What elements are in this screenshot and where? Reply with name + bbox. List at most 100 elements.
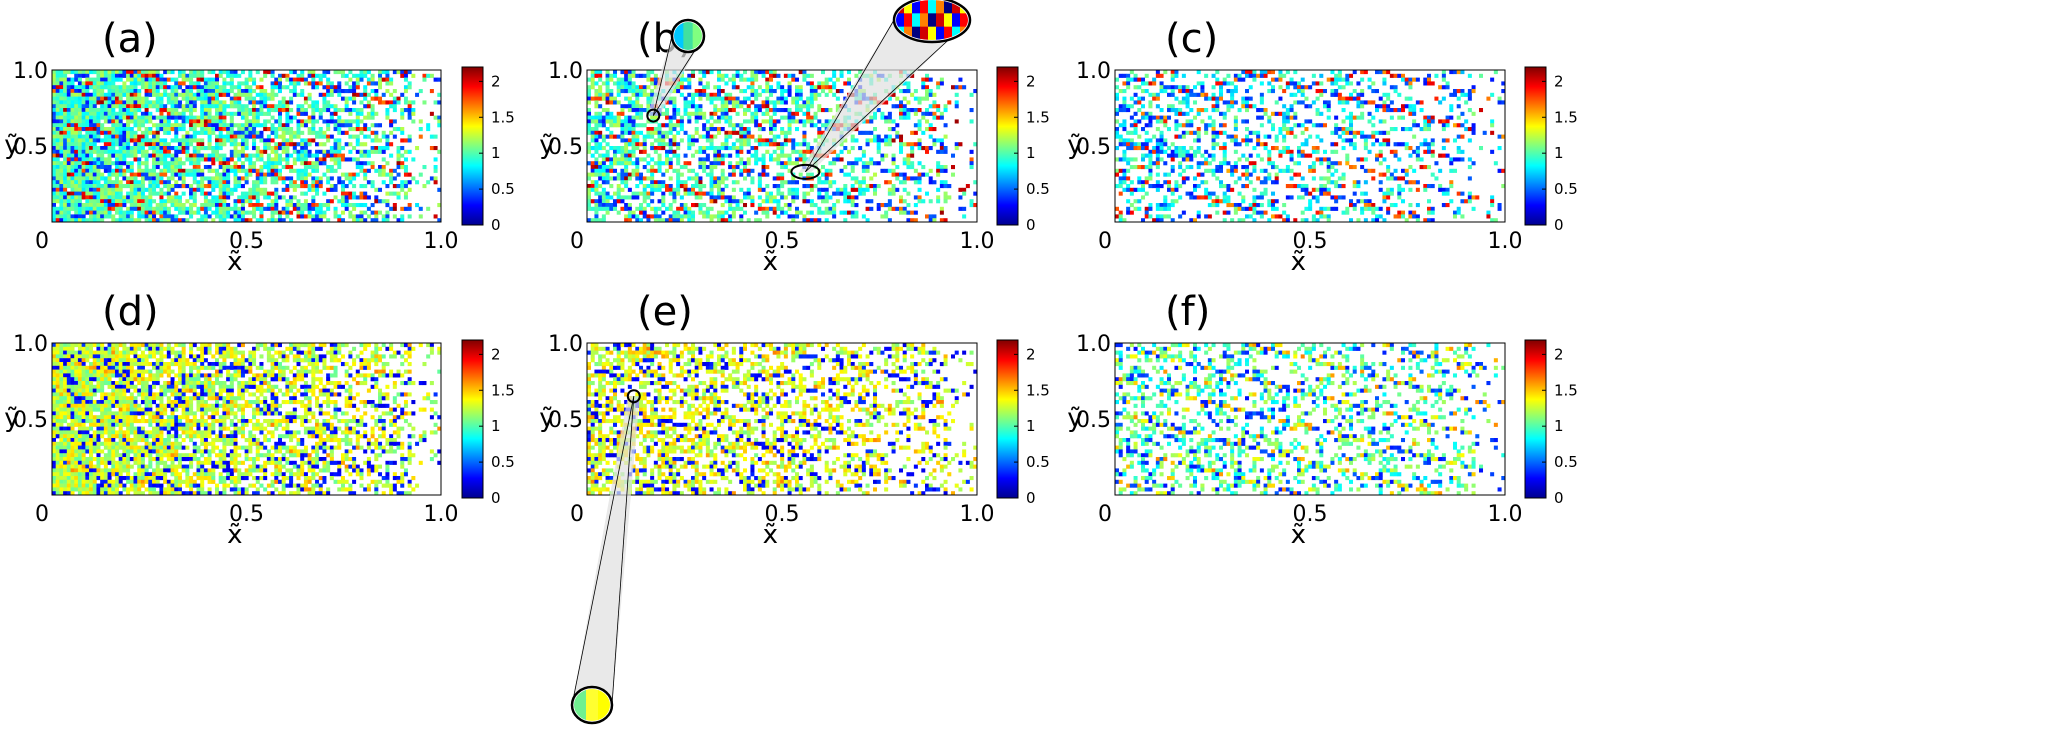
- heatmap-cell: [226, 134, 231, 139]
- heatmap-cell: [259, 180, 264, 185]
- heatmap-cell: [1363, 70, 1368, 75]
- heatmap-cell: [103, 115, 108, 120]
- heatmap-cell: [318, 214, 323, 219]
- heatmap-cell: [92, 130, 97, 135]
- heatmap-cell: [650, 157, 655, 162]
- heatmap-cell: [81, 187, 86, 192]
- heatmap-cell: [59, 89, 64, 94]
- heatmap-cell: [155, 184, 160, 189]
- heatmap-cell: [839, 168, 844, 173]
- heatmap-cell: [587, 142, 592, 147]
- heatmap-cell: [189, 187, 194, 192]
- heatmap-cell: [348, 180, 353, 185]
- heatmap-cell: [739, 77, 744, 82]
- heatmap-cell: [594, 92, 599, 97]
- heatmap-cell: [103, 96, 108, 101]
- heatmap-cell: [694, 138, 699, 143]
- heatmap-cell: [55, 127, 60, 132]
- heatmap-cell: [89, 203, 94, 208]
- heatmap-cell: [378, 165, 383, 170]
- heatmap-cell: [266, 165, 271, 170]
- heatmap-cell: [422, 184, 427, 189]
- heatmap-cell: [609, 92, 614, 97]
- heatmap-cell: [170, 77, 175, 82]
- heatmap-cell: [724, 218, 729, 223]
- heatmap-cell: [274, 92, 279, 97]
- heatmap-cell: [103, 165, 108, 170]
- heatmap-cell: [326, 123, 331, 128]
- heatmap-cell: [761, 111, 766, 116]
- heatmap-cell: [129, 206, 134, 211]
- heatmap-cell: [821, 187, 826, 192]
- heatmap-cell: [259, 92, 264, 97]
- heatmap-cell: [148, 138, 153, 143]
- heatmap-cell: [237, 149, 242, 154]
- heatmap-cell: [118, 77, 123, 82]
- heatmap-cell: [624, 73, 629, 78]
- heatmap-cell: [259, 165, 264, 170]
- heatmap-cell: [847, 149, 852, 154]
- heatmap-cell: [370, 165, 375, 170]
- heatmap-cell: [348, 134, 353, 139]
- heatmap-cell: [189, 153, 194, 158]
- heatmap-cell: [761, 70, 766, 75]
- heatmap-cell: [70, 96, 75, 101]
- heatmap-cell: [244, 172, 249, 177]
- heatmap-cell: [274, 142, 279, 147]
- heatmap-cell: [418, 89, 423, 94]
- heatmap-cell: [601, 138, 606, 143]
- heatmap-cell: [631, 92, 636, 97]
- heatmap-cell: [795, 195, 800, 200]
- heatmap-cell: [337, 165, 342, 170]
- heatmap-cell: [355, 172, 360, 177]
- heatmap-cell: [698, 195, 703, 200]
- heatmap-cell: [724, 138, 729, 143]
- heatmap-cell: [352, 127, 357, 132]
- heatmap-cell: [252, 146, 257, 151]
- heatmap-cell: [155, 127, 160, 132]
- heatmap-cell: [292, 180, 297, 185]
- heatmap-cell: [646, 96, 651, 101]
- heatmap-cell: [307, 130, 312, 135]
- heatmap-cell: [598, 73, 603, 78]
- heatmap-cell: [126, 104, 131, 109]
- heatmap-cell: [255, 180, 260, 185]
- heatmap-cell: [315, 153, 320, 158]
- heatmap-cell: [215, 89, 220, 94]
- heatmap-cell: [359, 108, 364, 113]
- heatmap-cell: [359, 130, 364, 135]
- heatmap-cell: [765, 89, 770, 94]
- heatmap-cell: [133, 199, 138, 204]
- heatmap-cell: [218, 104, 223, 109]
- heatmap-cell: [296, 123, 301, 128]
- heatmap-cell: [211, 149, 216, 154]
- heatmap-cell: [433, 180, 438, 185]
- heatmap-cell: [233, 138, 238, 143]
- heatmap-cell: [835, 96, 840, 101]
- heatmap-cell: [166, 70, 171, 75]
- heatmap-cell: [129, 81, 134, 86]
- heatmap-cell: [285, 111, 290, 116]
- heatmap-cell: [665, 108, 670, 113]
- heatmap-cell: [85, 81, 90, 86]
- heatmap-cell: [587, 161, 592, 166]
- heatmap-cell: [307, 214, 312, 219]
- heatmap-cell: [207, 146, 212, 151]
- heatmap-cell: [765, 195, 770, 200]
- heatmap-cell: [85, 77, 90, 82]
- heatmap-cell: [765, 119, 770, 124]
- heatmap-cell: [902, 89, 907, 94]
- heatmap-cell: [661, 180, 666, 185]
- heatmap-cell: [63, 81, 68, 86]
- heatmap-cell: [821, 172, 826, 177]
- heatmap-cell: [769, 100, 774, 105]
- heatmap-cell: [605, 81, 610, 86]
- heatmap-cell: [392, 184, 397, 189]
- heatmap-cell: [218, 165, 223, 170]
- heatmap-cell: [605, 100, 610, 105]
- heatmap-cell: [865, 165, 870, 170]
- heatmap-cell: [155, 130, 160, 135]
- heatmap-cell: [107, 168, 112, 173]
- heatmap-cell: [207, 142, 212, 147]
- heatmap-cell: [598, 165, 603, 170]
